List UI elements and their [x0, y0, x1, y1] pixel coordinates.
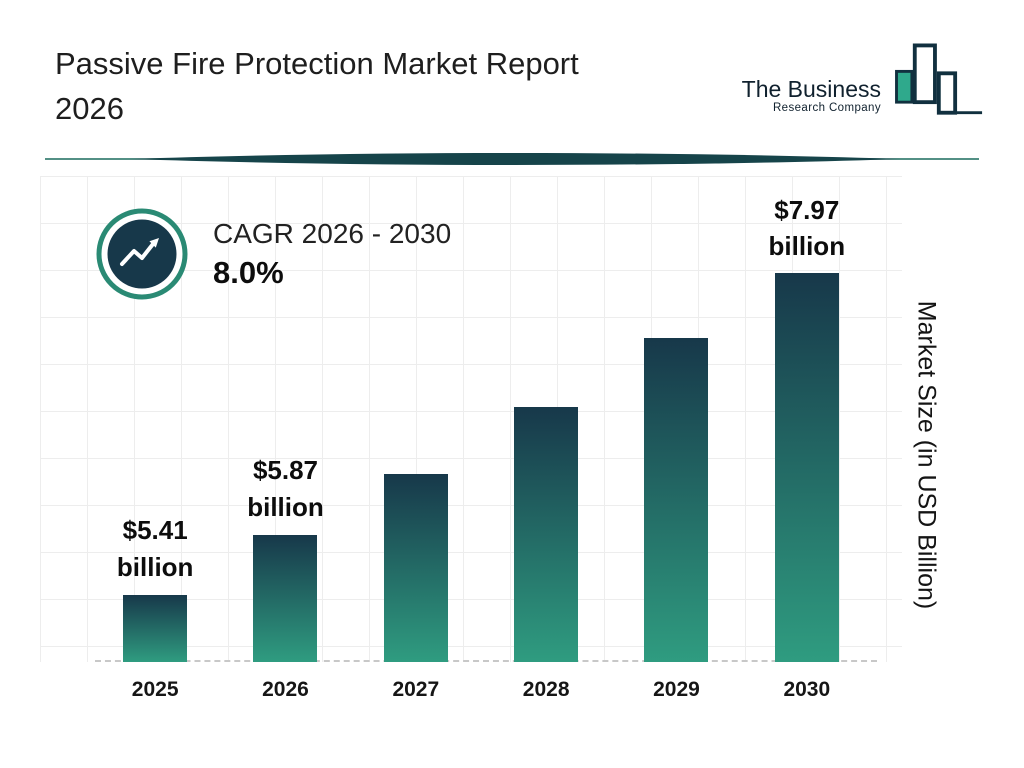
- cagr-badge: CAGR 2026 - 2030 8.0%: [95, 207, 451, 301]
- report-title-line2: 2026: [55, 90, 124, 126]
- bar: [774, 272, 839, 662]
- bar-column: $7.97 billion 2030: [742, 192, 872, 701]
- bar: [383, 474, 448, 662]
- bar: [514, 407, 579, 662]
- bar: [123, 595, 188, 662]
- bar-value-label: $7.97 billion: [768, 195, 846, 262]
- report-title-line1: Passive Fire Protection Market Report: [55, 46, 579, 81]
- cagr-label: CAGR 2026 - 2030: [213, 217, 452, 249]
- company-logo-text: The Business Research Company: [742, 76, 881, 114]
- divider-line: [45, 153, 979, 165]
- x-axis-tick-label: 2028: [522, 678, 570, 701]
- x-axis-baseline: [95, 660, 877, 662]
- company-name: The Business: [741, 76, 881, 102]
- bar-column: 2027: [351, 192, 481, 701]
- cagr-value: 8.0%: [213, 254, 284, 290]
- bar: [253, 535, 318, 662]
- y-axis-label: Market Size (in USD Billion): [912, 300, 941, 610]
- report-title: Passive Fire Protection Market Report 20…: [55, 42, 579, 132]
- x-axis-tick-label: 2025: [131, 678, 179, 701]
- bar-value-label: $5.87 billion: [247, 455, 324, 522]
- cagr-text: CAGR 2026 - 2030 8.0%: [213, 218, 451, 291]
- company-logo: The Business Research Company: [742, 42, 984, 120]
- company-subname: Research Company: [772, 102, 881, 114]
- x-axis-tick-label: 2030: [783, 678, 831, 701]
- bar-column: $5.41 billion 2025: [90, 192, 220, 701]
- bar-column: $5.87 billion 2026: [220, 192, 350, 701]
- header: Passive Fire Protection Market Report 20…: [55, 42, 984, 132]
- x-axis-tick-label: 2026: [262, 678, 309, 701]
- bar: [644, 338, 709, 662]
- bar-value-label: $5.41 billion: [116, 515, 194, 582]
- x-axis-tick-label: 2027: [392, 678, 440, 701]
- bar-column: 2029: [611, 192, 741, 701]
- bar-chart: $5.41 billion 2025 $5.87 billion 2026 2027 2028…: [90, 192, 872, 701]
- x-axis-tick-label: 2029: [653, 678, 700, 701]
- bar-chart-logo-icon: [895, 43, 983, 115]
- bar-column: 2028: [481, 192, 611, 701]
- growth-arrow-icon: [96, 208, 188, 300]
